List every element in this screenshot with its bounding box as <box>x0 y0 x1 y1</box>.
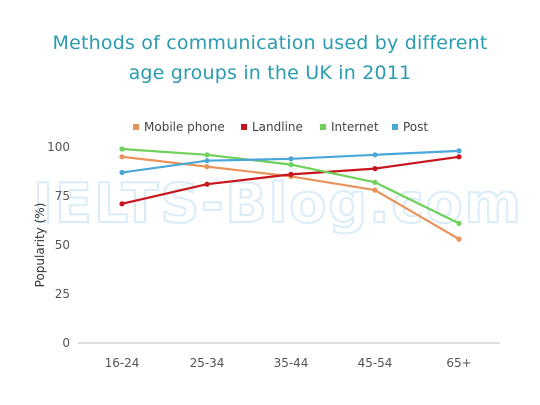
series-landline <box>119 154 462 207</box>
data-point <box>288 171 294 177</box>
legend-item-landline: Landline <box>241 120 303 134</box>
chart-title-line-2: age groups in the UK in 2011 <box>128 62 412 84</box>
data-point <box>456 236 462 242</box>
chart-title-line-1: Methods of communication used by differe… <box>52 32 488 54</box>
data-point <box>456 148 462 154</box>
y-tick-label: 75 <box>55 189 70 203</box>
legend-swatch <box>133 124 139 130</box>
series-group <box>119 146 462 242</box>
legend-swatch <box>320 124 326 130</box>
data-point <box>372 166 378 172</box>
legend-label: Internet <box>331 120 379 134</box>
chart-title: Methods of communication used by differe… <box>0 28 540 88</box>
y-tick-label: 100 <box>47 140 70 154</box>
y-tick-label: 25 <box>55 287 70 301</box>
data-point <box>119 146 125 152</box>
data-point <box>372 179 378 185</box>
x-tick-label: 16-24 <box>105 356 140 370</box>
x-tick-label: 35-44 <box>274 356 309 370</box>
y-axis-label: Popularity (%) <box>33 203 47 288</box>
data-point <box>119 169 125 176</box>
data-point <box>119 154 125 160</box>
x-tick-label: 45-54 <box>358 356 393 370</box>
data-point <box>204 152 210 158</box>
legend-label: Mobile phone <box>144 120 225 134</box>
y-tick-label: 50 <box>55 238 70 252</box>
watermark: IELTS-Blog.com <box>33 172 523 235</box>
legend-label: Post <box>403 120 428 134</box>
data-point <box>456 220 462 226</box>
legend-swatch <box>241 124 247 130</box>
series-post <box>119 148 462 176</box>
y-tick-label: 0 <box>62 336 70 350</box>
x-tick-label: 65+ <box>446 356 471 370</box>
data-point <box>456 154 462 160</box>
legend-item-internet: Internet <box>320 120 379 134</box>
data-point <box>204 181 210 187</box>
x-tick-label: 25-34 <box>190 356 225 370</box>
data-point <box>119 201 125 207</box>
legend: Mobile phone Landline Internet Post <box>133 120 428 134</box>
data-point <box>204 164 210 170</box>
data-point <box>372 187 378 193</box>
x-axis-ticks: 16-24 25-34 35-44 45-54 65+ <box>105 356 472 370</box>
series-internet <box>119 146 462 226</box>
legend-item-post: Post <box>392 120 428 134</box>
data-point <box>204 158 210 164</box>
legend-swatch <box>392 124 398 130</box>
legend-item-mobile-phone: Mobile phone <box>133 120 225 134</box>
data-point <box>288 156 294 162</box>
y-axis-ticks: 0 25 50 75 100 <box>47 140 70 350</box>
data-point <box>288 162 294 168</box>
legend-label: Landline <box>252 120 303 134</box>
data-point <box>372 152 378 158</box>
